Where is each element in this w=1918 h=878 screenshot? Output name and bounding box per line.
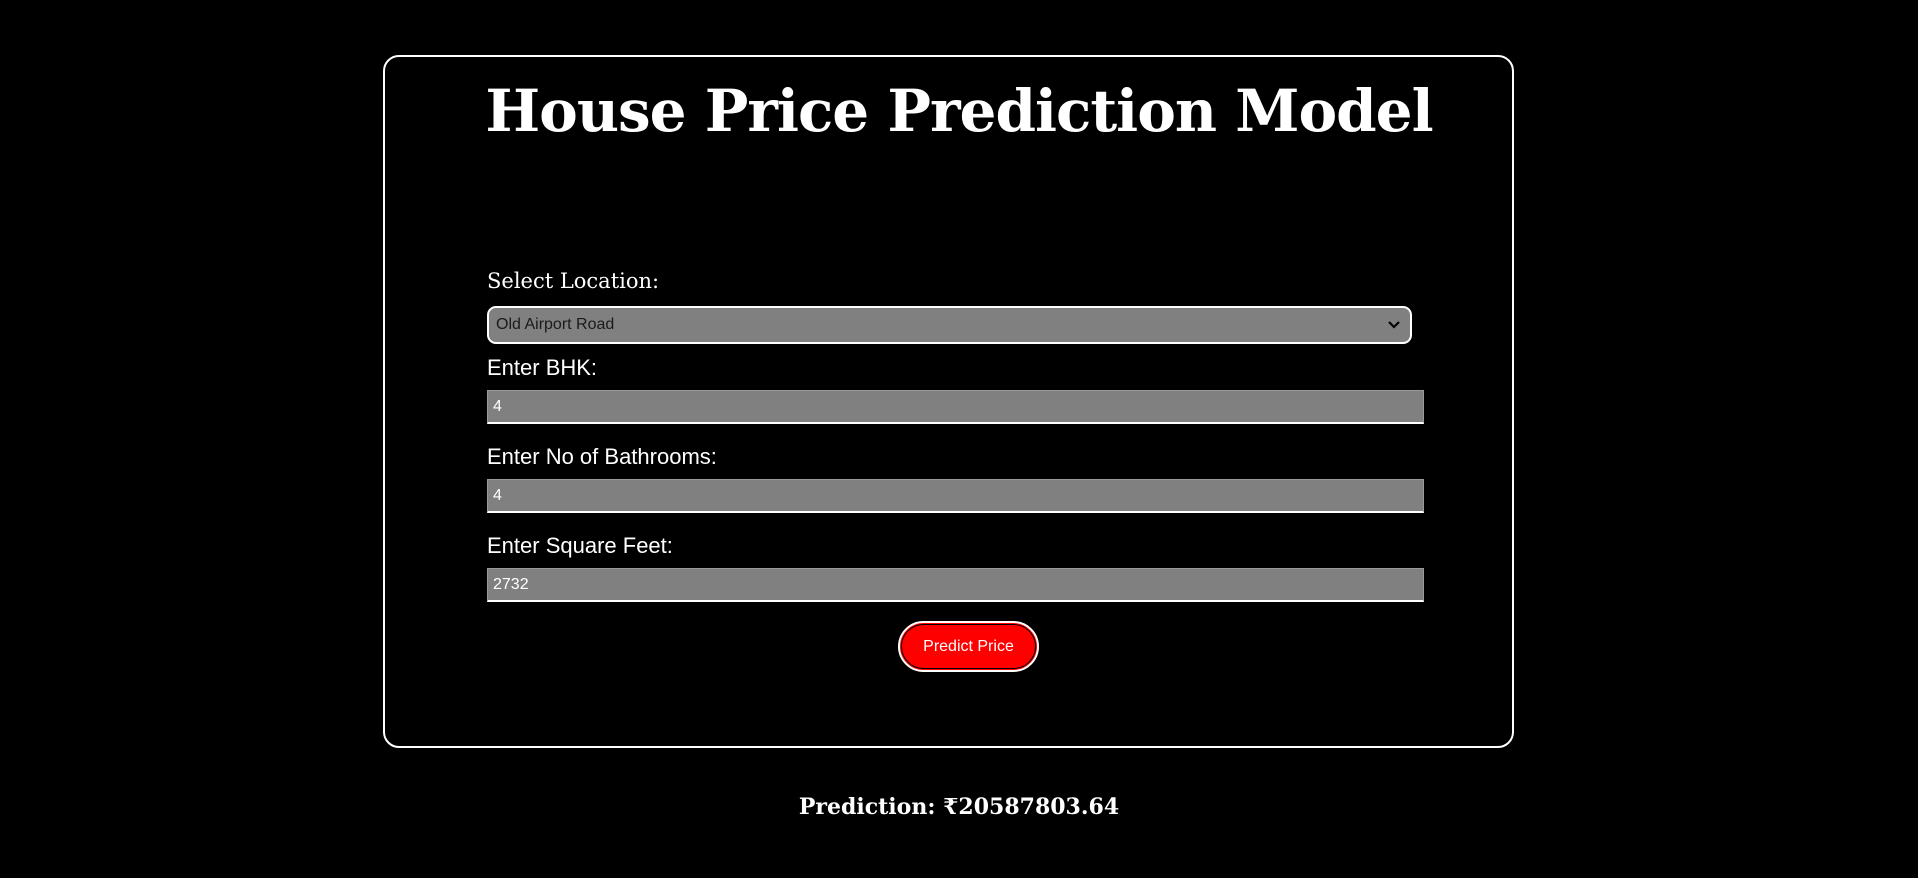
- bhk-input-value: 4: [493, 398, 502, 415]
- chevron-down-icon: [1388, 321, 1400, 329]
- bhk-input[interactable]: 4: [487, 390, 1424, 424]
- bathrooms-input-value: 4: [493, 487, 502, 504]
- location-select-value: Old Airport Road: [496, 316, 615, 333]
- page-title: House Price Prediction Model: [485, 77, 1433, 145]
- sqft-input-value: 2732: [493, 576, 529, 593]
- location-label: Select Location:: [487, 269, 660, 293]
- prediction-result: Prediction: ₹20587803.64: [798, 794, 1120, 820]
- bathrooms-input[interactable]: 4: [487, 479, 1424, 513]
- bathrooms-label: Enter No of Bathrooms:: [487, 444, 717, 469]
- sqft-label: Enter Square Feet:: [487, 533, 673, 558]
- bhk-label: Enter BHK:: [487, 355, 598, 380]
- location-select[interactable]: Old Airport Road: [487, 306, 1412, 344]
- sqft-input[interactable]: 2732: [487, 568, 1424, 602]
- predict-price-button[interactable]: Predict Price: [898, 621, 1039, 672]
